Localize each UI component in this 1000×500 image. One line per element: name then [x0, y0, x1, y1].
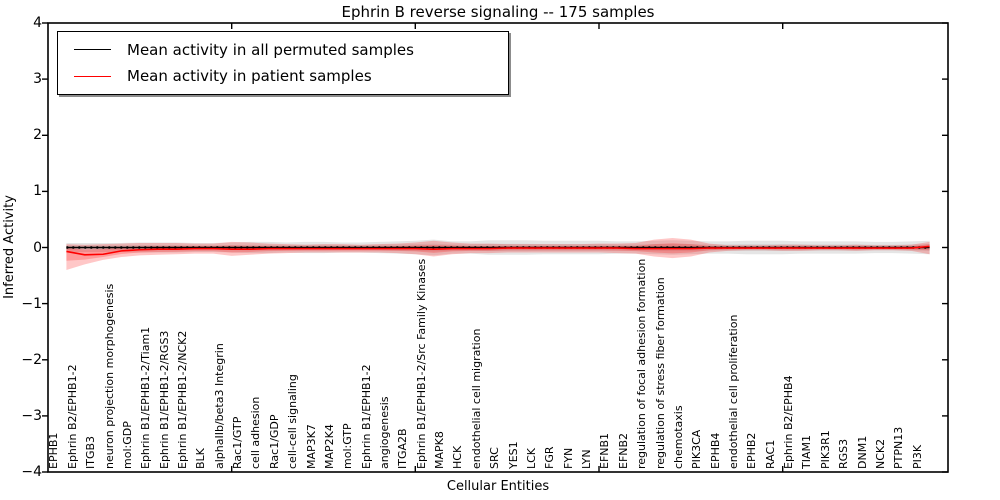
x-tick-label: mol:GTP: [341, 423, 355, 469]
x-tick-label: endothelial cell proliferation: [727, 314, 740, 469]
patient-mean-line: [66, 245, 930, 256]
x-tick-label: LCK: [524, 447, 538, 469]
y-tick-label: −4: [21, 464, 42, 480]
legend-label-permuted: Mean activity in all permuted samples: [127, 40, 414, 59]
x-tick-label: SRC: [488, 447, 502, 469]
x-tick-label: EFNB2: [616, 432, 630, 469]
y-tick-label: −3: [21, 408, 42, 424]
x-tick-label: Rac1/GTP: [231, 416, 244, 469]
x-tick-label: ITGA2B: [396, 428, 410, 469]
x-tick-label: Ephrin B1/EPHB1-2: [359, 364, 373, 469]
y-axis-label: Inferred Activity: [2, 195, 17, 299]
x-tick-label: RGS3: [837, 438, 851, 469]
x-tick-label: FGR: [543, 446, 557, 470]
legend-item-permuted: Mean activity in all permuted samples: [74, 41, 508, 59]
x-tick-label: PI3K: [910, 444, 924, 469]
x-tick-label: EFNB1: [598, 432, 612, 469]
x-tick-label: FYN: [561, 447, 575, 469]
legend: Mean activity in all permuted samples Me…: [57, 31, 509, 95]
x-tick-label: PIK3R1: [818, 430, 832, 469]
x-tick-label: Ephrin B1/EPHB1-2/NCK2: [175, 330, 189, 469]
x-tick-label: HCK: [451, 445, 465, 469]
legend-line-sample-red: [74, 75, 111, 77]
y-tick-label: 3: [33, 71, 42, 87]
x-tick-label: chemotaxis: [671, 405, 685, 469]
x-tick-label: EPHB4: [708, 432, 722, 469]
x-tick-label: Rac1/GDP: [267, 414, 281, 469]
x-tick-label: YES1: [506, 441, 520, 469]
x-tick-label: ITGB3: [84, 435, 98, 469]
x-tick-label: MAP3K7: [304, 424, 318, 469]
y-tick-label: −1: [21, 296, 42, 312]
y-tick-label: 2: [33, 127, 42, 143]
x-tick-label: RAC1: [763, 439, 777, 469]
x-tick-label: Ephrin B2/EPHB4: [782, 375, 796, 469]
x-axis-label: Cellular Entities: [446, 479, 550, 494]
x-tick-label: neuron projection morphogenesis: [102, 283, 116, 469]
x-tick-label: BLK: [194, 448, 208, 469]
x-tick-label: Ephrin B2/EPHB1-2: [65, 364, 79, 469]
x-tick-label: Ephrin B1/EPHB1-2/Src Family Kinases: [414, 258, 428, 469]
x-tick-label: PTPN13: [892, 426, 906, 469]
chart-title: Ephrin B reverse signaling -- 175 sample…: [341, 3, 655, 21]
x-tick-label: Ephrin B1/EPHB1-2/RGS3: [157, 330, 171, 469]
x-tick-label: EPHB1: [47, 432, 61, 469]
x-tick-label: angiogenesis: [378, 396, 391, 470]
x-tick-label: alphaIIb/beta3 Integrin: [212, 343, 226, 469]
legend-line-sample-black: [74, 49, 111, 51]
x-tick-label: MAPK8: [433, 431, 447, 469]
x-tick-label: cell-cell signaling: [286, 374, 300, 469]
y-tick-label: −2: [21, 352, 42, 368]
y-tick-label: 1: [33, 183, 42, 199]
x-tick-label: regulation of focal adhesion formation: [635, 258, 649, 469]
x-tick-label: DNM1: [855, 435, 869, 469]
x-tick-label: TIAM1: [800, 435, 814, 469]
y-tick-label: 0: [33, 240, 42, 256]
x-tick-label: mol:GDP: [120, 421, 134, 469]
x-tick-label: NCK2: [873, 438, 887, 469]
x-tick-label: regulation of stress fiber formation: [653, 277, 667, 469]
x-tick-label: PIK3CA: [690, 429, 704, 469]
x-tick-label: LYN: [580, 449, 593, 469]
x-tick-label: cell adhesion: [249, 396, 263, 469]
x-tick-label: Ephrin B1/EPHB1-2/Tiam1: [139, 326, 153, 469]
legend-label-patient: Mean activity in patient samples: [127, 67, 372, 86]
x-tick-label: endothelial cell migration: [469, 328, 483, 469]
y-tick-label: 4: [33, 15, 42, 31]
x-tick-label: EPHB2: [745, 432, 759, 469]
x-tick-label: MAP2K4: [322, 424, 336, 469]
patient-range-band: [66, 237, 930, 270]
legend-item-patient: Mean activity in patient samples: [74, 67, 508, 85]
